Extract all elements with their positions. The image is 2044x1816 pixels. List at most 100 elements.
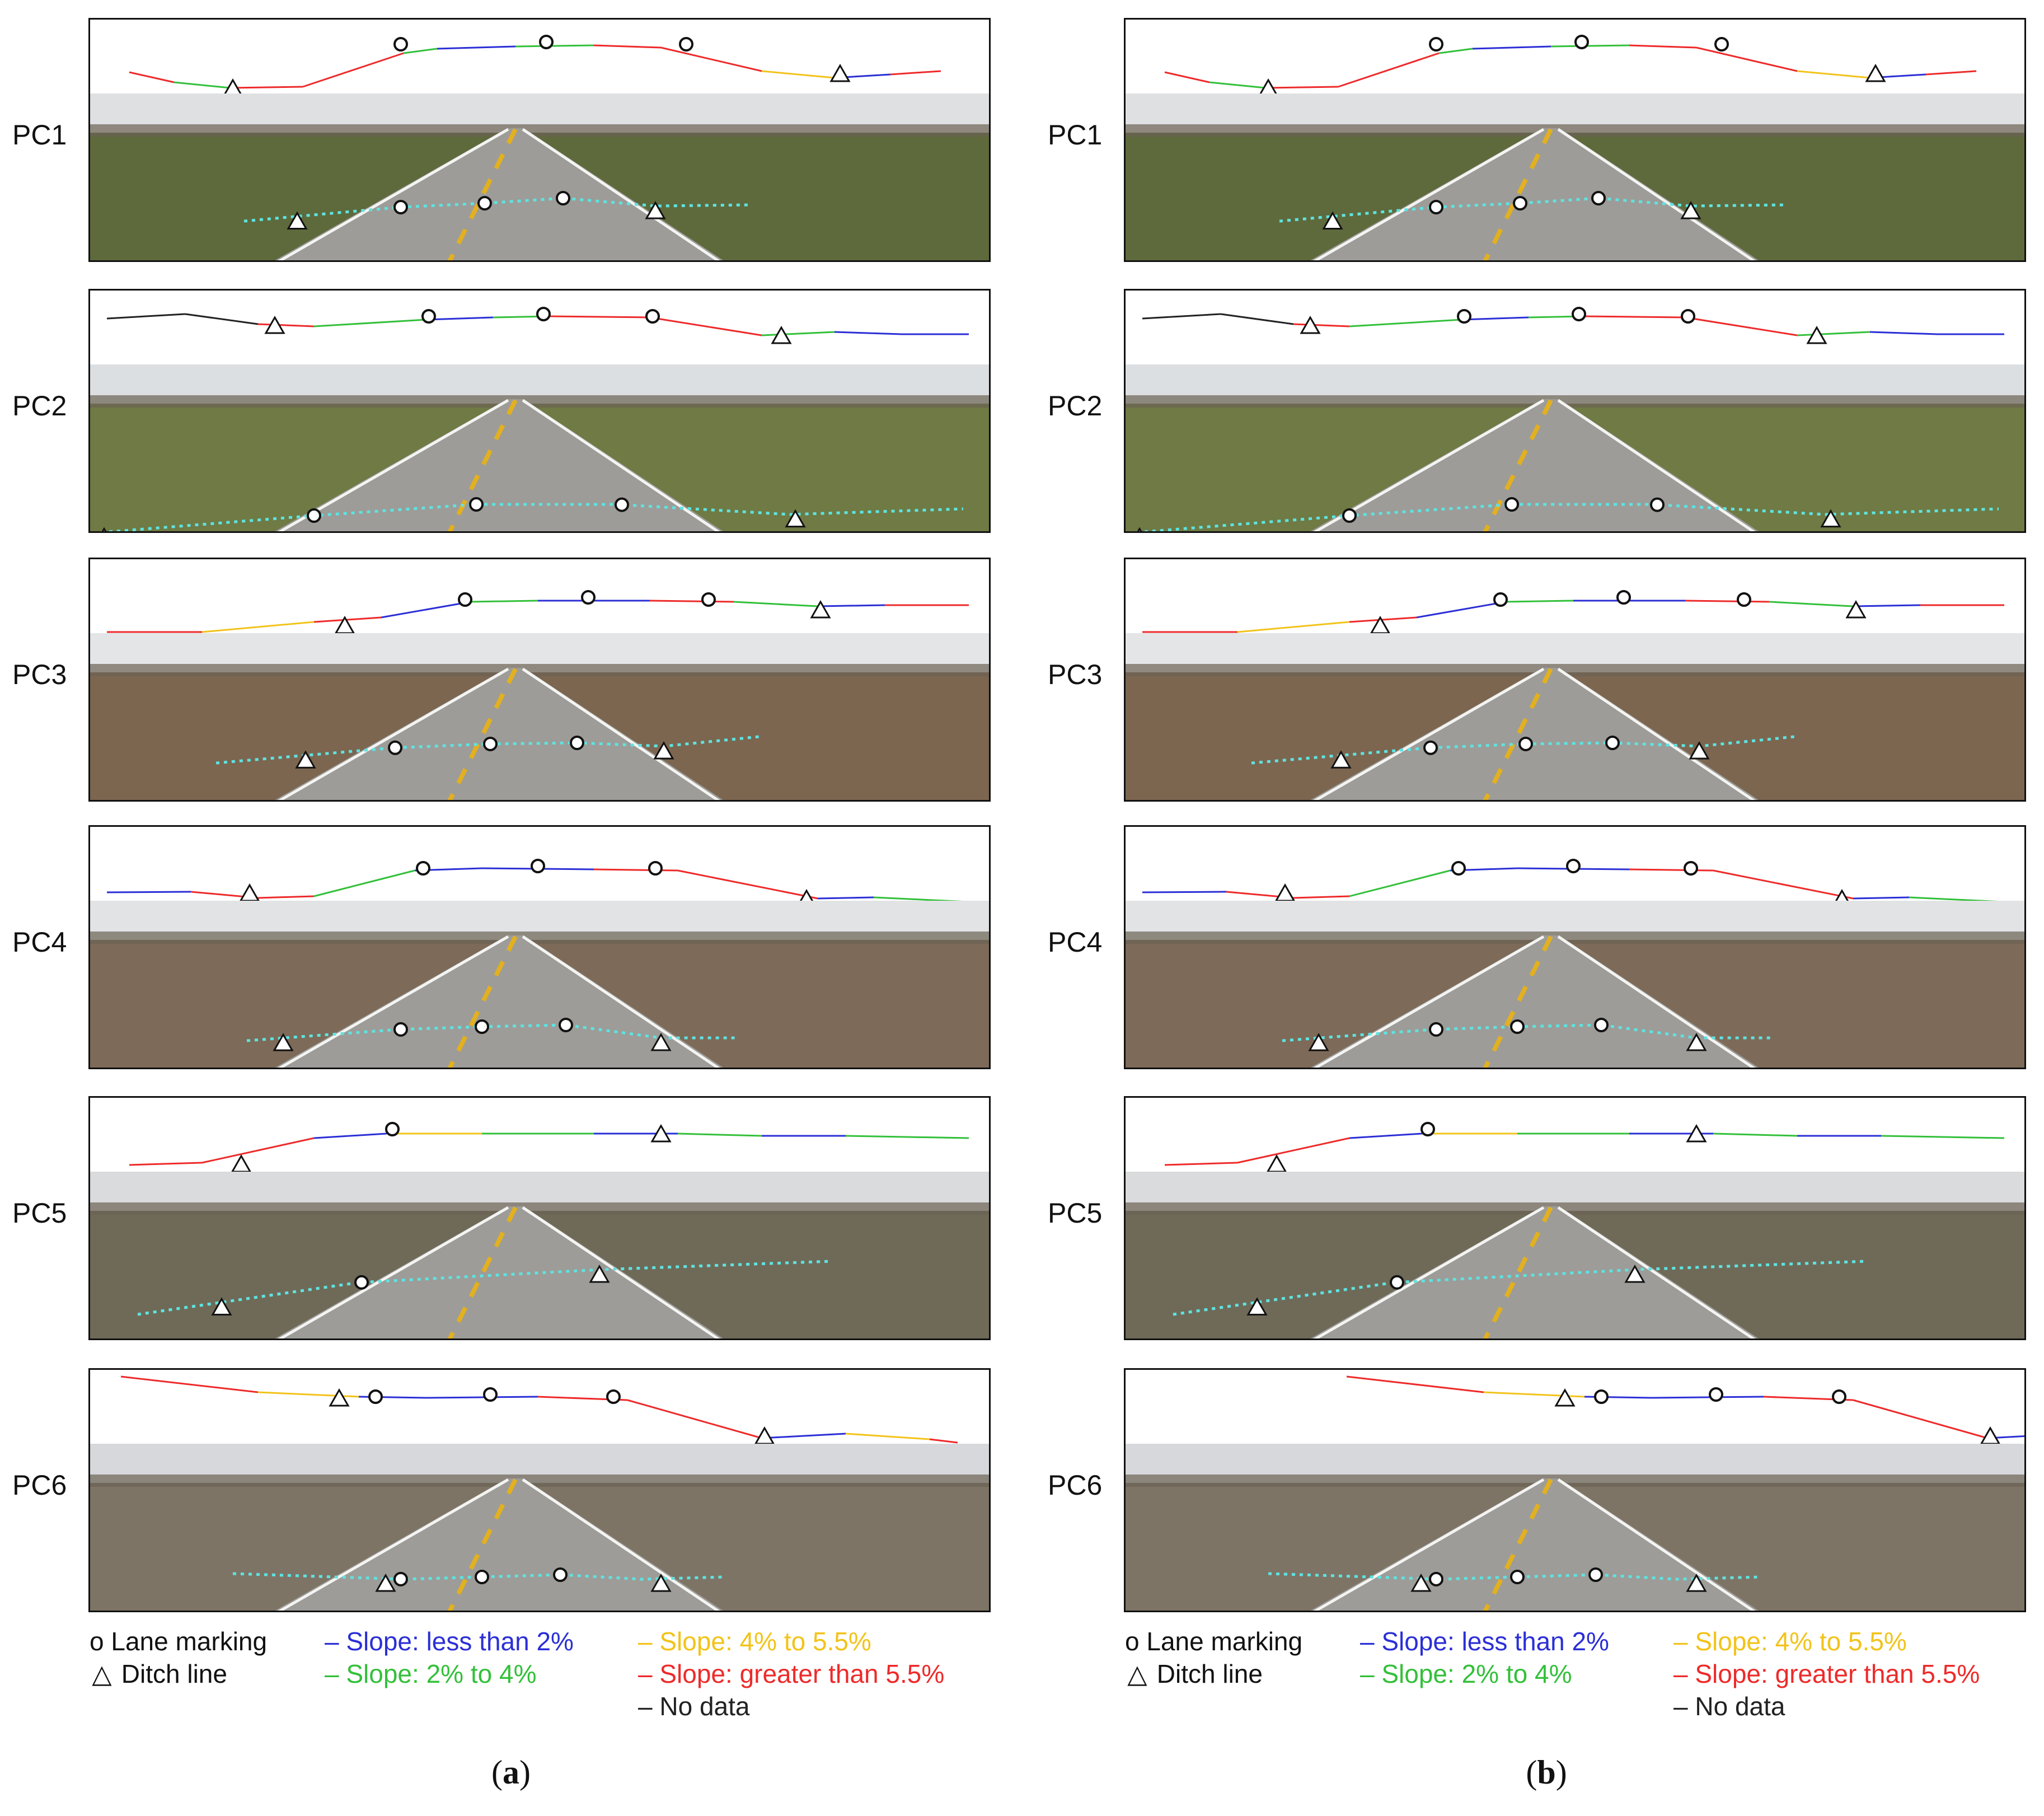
profile-segment bbox=[1853, 896, 1910, 900]
lane-marking-icon bbox=[531, 859, 545, 873]
road-photo bbox=[90, 633, 989, 800]
profile-segment bbox=[845, 1135, 969, 1139]
lane-marking-icon bbox=[1605, 736, 1620, 750]
ditch-line-icon bbox=[1624, 1264, 1645, 1283]
profile-segment bbox=[403, 48, 438, 54]
ditch-line-icon bbox=[1686, 1124, 1707, 1143]
lane-marking-icon bbox=[1429, 37, 1443, 52]
profile-segment bbox=[302, 52, 404, 88]
profile-segment bbox=[548, 315, 650, 319]
figure-panel-b: PC1 PC2 PC3 PC4 PC5 PC6 o Lane marking △ Ditc… bbox=[1035, 0, 2044, 1816]
lane-marking-icon bbox=[483, 1387, 498, 1402]
road-surface bbox=[275, 1206, 723, 1338]
pc-frame bbox=[88, 558, 991, 802]
legend-slope-lt2: – Slope: less than 2% bbox=[325, 1627, 574, 1656]
lane-marking-icon bbox=[1681, 309, 1695, 324]
road-surface bbox=[275, 128, 723, 260]
ditch-line-icon bbox=[1689, 741, 1710, 760]
profile-segment bbox=[1769, 601, 1854, 607]
ditch-dotted-line bbox=[137, 1260, 832, 1316]
ditch-line-icon bbox=[810, 600, 831, 619]
profile-segment bbox=[1349, 869, 1451, 897]
ditch-line-icon bbox=[1300, 315, 1321, 334]
lane-marking-icon bbox=[1429, 200, 1443, 214]
ditch-line-icon bbox=[1835, 888, 1849, 901]
profile-segment bbox=[515, 44, 594, 48]
caption-a: (a) bbox=[491, 1754, 531, 1791]
profile-segment bbox=[1909, 896, 1999, 901]
lane-marking-icon bbox=[1709, 1387, 1723, 1402]
pc-label: PC3 bbox=[12, 659, 67, 690]
profile-segment bbox=[313, 319, 426, 327]
profile-segment bbox=[201, 621, 315, 633]
ditch-line-icon bbox=[1865, 63, 1886, 82]
profile-segment bbox=[1461, 316, 1529, 321]
ditch-line-icon bbox=[1308, 1033, 1329, 1051]
ditch-line-icon bbox=[1820, 509, 1841, 528]
pc-row: PC2 bbox=[1035, 289, 2044, 535]
lane-marking-icon bbox=[606, 1389, 621, 1404]
ditch-line-icon bbox=[785, 509, 806, 528]
profile-segment bbox=[1349, 319, 1462, 327]
cross-slope-profile bbox=[90, 291, 989, 364]
profile-segment bbox=[677, 869, 818, 900]
pc-label: PC5 bbox=[12, 1197, 67, 1229]
profile-segment bbox=[1629, 868, 1714, 872]
road-surface bbox=[1310, 935, 1759, 1068]
profile-segment bbox=[313, 1132, 387, 1139]
pc-row: PC2 bbox=[0, 289, 1022, 535]
pc-row: PC1 bbox=[1035, 18, 2044, 264]
lane-marking-icon bbox=[645, 309, 660, 324]
profile-segment bbox=[1164, 1162, 1238, 1166]
profile-segment bbox=[929, 1438, 958, 1444]
legend-lane-marking: o Lane marking bbox=[90, 1627, 268, 1656]
lane-marking-icon bbox=[475, 1570, 489, 1584]
ditch-line-icon bbox=[295, 750, 316, 769]
pc-frame bbox=[1124, 825, 2026, 1069]
profile-segment bbox=[733, 601, 818, 607]
profile-segment bbox=[1265, 86, 1339, 89]
pc-label: PC2 bbox=[12, 390, 67, 422]
profile-segment bbox=[627, 1399, 762, 1439]
profile-segment bbox=[1696, 46, 1798, 72]
ditch-line-icon bbox=[1370, 615, 1390, 633]
profile-segment bbox=[1713, 1132, 1798, 1137]
pc-label: PC4 bbox=[12, 926, 67, 958]
lane-marking-icon bbox=[469, 497, 484, 512]
profile-segment bbox=[1164, 71, 1210, 83]
profile-segment bbox=[174, 81, 231, 89]
lane-marking-icon bbox=[556, 191, 570, 205]
road-photo bbox=[1126, 901, 2024, 1068]
ditch-line-icon bbox=[1806, 325, 1827, 344]
ditch-dotted-line bbox=[246, 1023, 737, 1042]
pc-label: PC5 bbox=[1048, 1197, 1103, 1229]
profile-segment bbox=[257, 323, 315, 327]
ditch-line-icon bbox=[264, 315, 285, 334]
lane-marking-icon bbox=[553, 1567, 568, 1582]
lane-marking-icon bbox=[1421, 1122, 1435, 1136]
profile-segment bbox=[1987, 1435, 2024, 1439]
lane-marking-icon bbox=[1510, 1019, 1525, 1034]
profile-segment bbox=[1550, 44, 1630, 48]
ditch-dotted-line bbox=[1282, 1023, 1772, 1042]
pc-row: PC3 bbox=[0, 558, 1022, 804]
pc-label: PC1 bbox=[12, 119, 67, 151]
lane-marking-icon bbox=[1518, 736, 1533, 751]
ditch-dotted-line bbox=[1268, 1572, 1761, 1581]
profile-segment bbox=[1713, 869, 1854, 900]
lane-marking-icon bbox=[368, 1389, 383, 1404]
ditch-line-icon bbox=[1246, 1297, 1268, 1316]
road-photo bbox=[1126, 364, 2024, 531]
profile-segment bbox=[470, 600, 538, 603]
profile-segment bbox=[890, 70, 941, 76]
road-photo bbox=[90, 93, 989, 260]
ditch-line-icon bbox=[1686, 1032, 1707, 1051]
pc-label: PC6 bbox=[1048, 1469, 1103, 1501]
ditch-line-icon bbox=[1137, 527, 1142, 531]
profile-segment bbox=[185, 313, 259, 325]
profile-segment bbox=[425, 1396, 538, 1399]
pc-row: PC6 bbox=[1035, 1368, 2044, 1614]
ditch-line-icon bbox=[1845, 600, 1867, 619]
profile-segment bbox=[201, 1137, 315, 1164]
legend-a: o Lane marking △ Ditch line – Slope: les… bbox=[90, 1626, 1007, 1721]
